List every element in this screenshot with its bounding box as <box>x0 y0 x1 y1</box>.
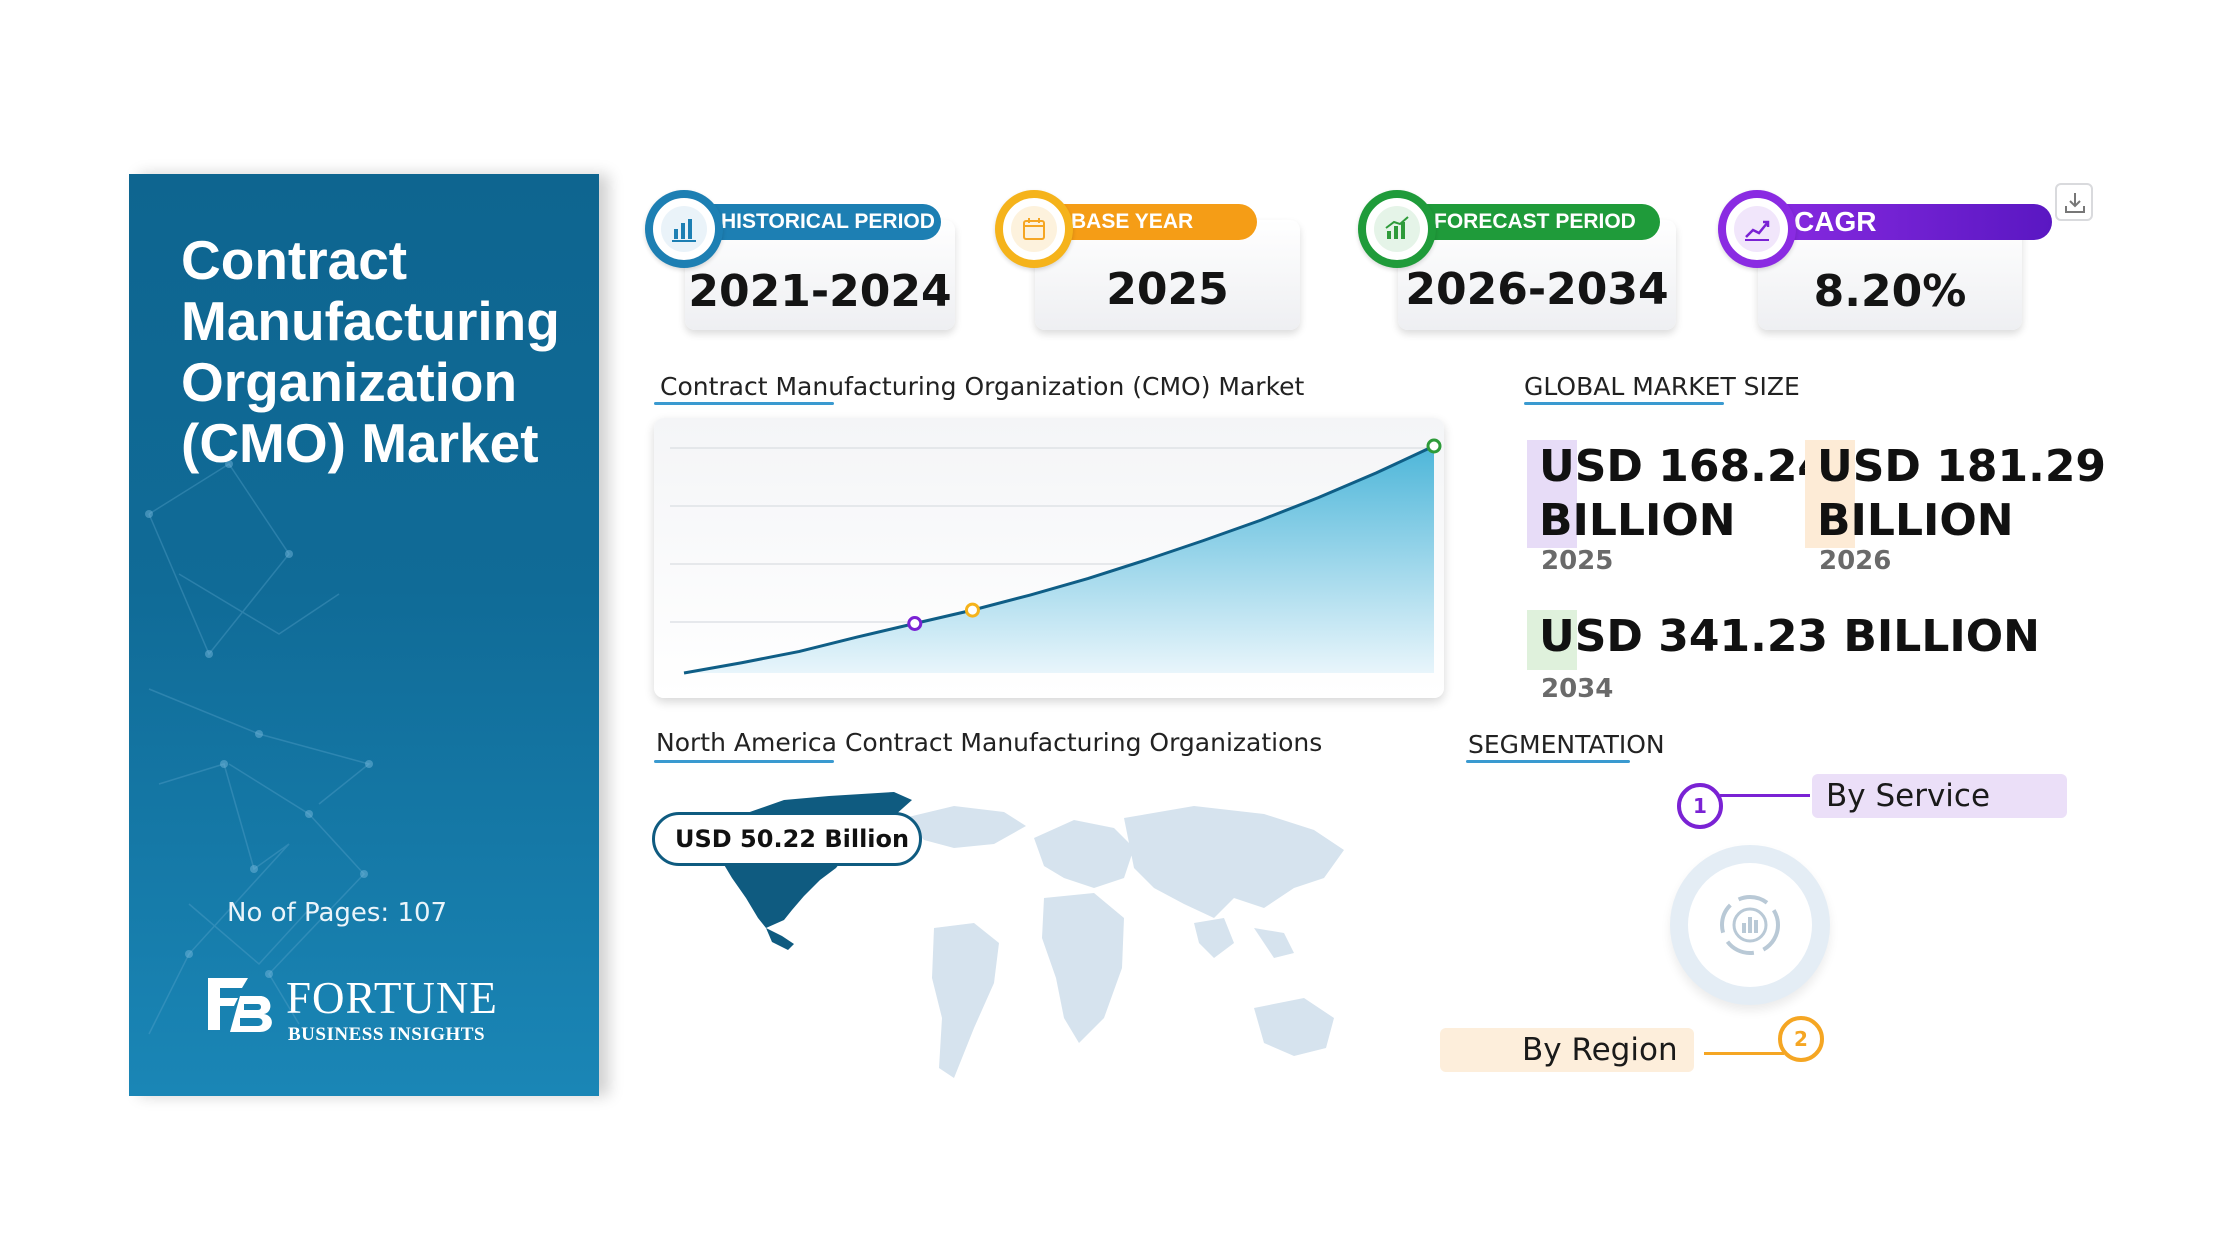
segmentation-hub <box>1670 845 1830 1005</box>
stat-icon-ring <box>645 190 723 268</box>
stat-icon-ring <box>1358 190 1436 268</box>
world-continents <box>904 806 1344 1078</box>
page-count-label: No of Pages: 107 <box>227 898 448 928</box>
stat-forecast-period: FORECAST PERIOD 2026-2034 <box>1358 190 1678 340</box>
stat-icon-ring <box>1718 190 1796 268</box>
stat-value: 8.20% <box>1813 266 1967 317</box>
stat-icon-ring <box>995 190 1073 268</box>
region-value-badge: USD 50.22 Billion <box>652 812 922 866</box>
stat-value: 2021-2024 <box>688 266 952 317</box>
growth-chart-icon <box>1385 216 1409 239</box>
segment-by-service[interactable]: By Service <box>1812 774 2067 818</box>
market-year: 2025 <box>1541 546 1614 576</box>
section-underline <box>1524 402 1724 405</box>
download-icon <box>2065 193 2085 213</box>
chart-section-title: Contract Manufacturing Organization (CMO… <box>660 372 1305 401</box>
segment-number-badge: 2 <box>1778 1016 1824 1062</box>
logo-mark-icon <box>208 978 272 1032</box>
stat-label: CAGR <box>1754 204 2052 240</box>
market-value-line1: USD 181.29 <box>1817 441 2107 492</box>
chart-point-2026 <box>964 602 980 618</box>
section-underline <box>654 760 834 763</box>
trend-icon <box>1745 220 1770 241</box>
chart-point-2034 <box>1426 438 1442 454</box>
region-section-title: North America Contract Manufacturing Org… <box>656 728 1323 757</box>
bar-chart-icon <box>672 219 696 242</box>
connector-line <box>1720 794 1810 797</box>
market-growth-chart <box>654 418 1444 698</box>
network-pattern-graphic <box>145 460 373 1035</box>
stat-value: 2026-2034 <box>1405 264 1669 315</box>
stat-historical-period: HISTORICAL PERIOD 2021-2024 <box>645 190 955 340</box>
segment-by-region[interactable]: By Region <box>1440 1028 1694 1072</box>
market-value-line1: USD 168.24 <box>1539 441 1829 492</box>
segmentation-hub-icon <box>1720 895 1780 955</box>
stat-base-year: BASE YEAR 2025 <box>995 190 1305 340</box>
report-title: Contract Manufacturing Organization (CMO… <box>181 229 560 474</box>
market-value-line2: BILLION <box>1817 495 2014 546</box>
market-size-2025: USD 168.24 BILLION 2025 <box>1527 440 1828 580</box>
value-accent-bar <box>1527 610 1577 670</box>
market-size-title: GLOBAL MARKET SIZE <box>1524 372 1800 401</box>
stat-label: HISTORICAL PERIOD <box>681 204 941 240</box>
chart-point-2025 <box>907 616 923 632</box>
logo-name-text: FORTUNE <box>286 973 498 1023</box>
world-map <box>714 792 1344 1078</box>
section-underline <box>654 402 834 405</box>
chart-series-line <box>683 444 1435 675</box>
download-button[interactable] <box>2055 183 2093 221</box>
segment-number-badge: 1 <box>1677 783 1723 829</box>
market-size-2026: USD 181.29 BILLION 2026 <box>1805 440 2107 580</box>
value-accent-bar <box>1805 440 1855 548</box>
connector-line <box>1704 1052 1784 1055</box>
report-cover-panel: Contract Manufacturing Organization (CMO… <box>129 174 599 1096</box>
segmentation-title: SEGMENTATION <box>1468 730 1665 759</box>
market-year: 2034 <box>1541 674 1614 704</box>
stat-value: 2025 <box>1106 264 1229 315</box>
calendar-icon <box>1023 218 1045 240</box>
market-value: USD 341.23 BILLION <box>1539 611 2040 662</box>
stat-label: FORECAST PERIOD <box>1394 204 1660 240</box>
chart-area-fill <box>684 446 1434 673</box>
market-size-2034: USD 341.23 BILLION 2034 <box>1527 610 2087 720</box>
section-underline <box>1466 760 1630 763</box>
logo-subtitle-text: BUSINESS INSIGHTS <box>288 1024 486 1045</box>
market-year: 2026 <box>1819 546 1892 576</box>
market-growth-chart-svg <box>670 438 1442 675</box>
value-accent-bar <box>1527 440 1577 548</box>
market-value-line2: BILLION <box>1539 495 1736 546</box>
stat-cagr: CAGR 8.20% <box>1718 190 2052 340</box>
fortune-business-insights-logo: FORTUNE BUSINESS INSIGHTS <box>204 974 524 1050</box>
